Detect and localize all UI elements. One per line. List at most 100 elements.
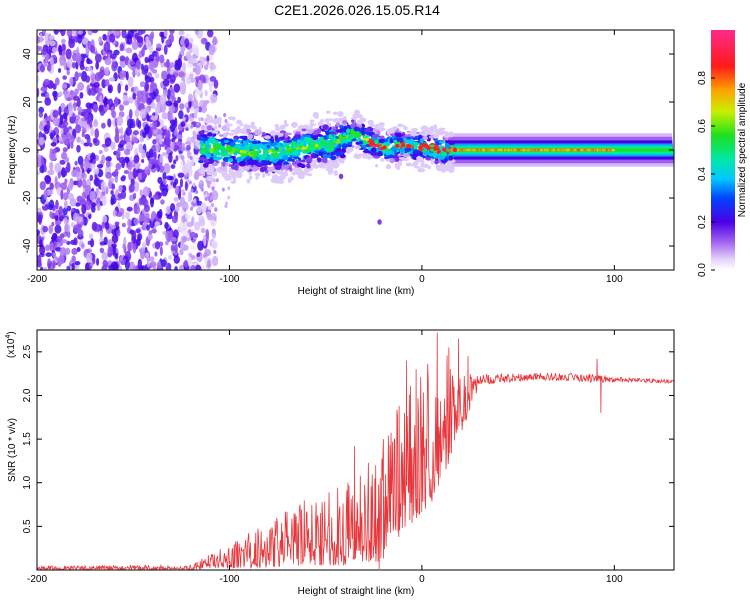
noise-blob [176, 134, 183, 140]
signal-blob [327, 146, 335, 153]
noise-blob [171, 215, 178, 224]
signal-blob [199, 148, 206, 155]
noise-blob [98, 36, 103, 43]
noise-blob [166, 214, 173, 220]
noise-blob [174, 117, 178, 128]
noise-blob [182, 117, 186, 122]
noise-blob [115, 148, 121, 159]
signal-blob [211, 129, 219, 135]
signal-blob [292, 156, 300, 160]
noise-blob [194, 134, 198, 139]
signal-blob [434, 160, 439, 165]
noise-blob [117, 143, 124, 149]
noise-blob [211, 242, 218, 250]
noise-blob [119, 55, 126, 62]
noise-blob [207, 205, 213, 211]
noise-blob [92, 159, 97, 165]
noise-blob [49, 151, 56, 162]
noise-blob [170, 164, 176, 169]
signal-blob [226, 121, 230, 126]
noise-blob [37, 214, 43, 224]
noise-blob [99, 230, 103, 238]
noise-blob [170, 142, 175, 150]
snr-y-label: SNR (10 * v/v) [7, 418, 18, 482]
noise-blob [71, 169, 78, 178]
noise-blob [173, 159, 177, 165]
signal-blob [287, 177, 292, 184]
signal-blob [354, 132, 362, 138]
signal-blob [243, 148, 251, 151]
noise-blob [93, 178, 99, 186]
noise-blob [214, 207, 218, 212]
signal-blob [284, 133, 289, 139]
noise-blob [195, 190, 199, 195]
noise-blob [200, 228, 207, 234]
noise-blob [189, 245, 196, 250]
noise-blob [155, 109, 159, 120]
noise-blob [195, 139, 201, 148]
noise-blob [108, 177, 115, 183]
noise-blob [159, 136, 163, 145]
signal-blob [414, 141, 419, 147]
signal-blob [229, 164, 234, 167]
signal-blob [221, 171, 228, 178]
noise-blob [52, 46, 57, 54]
noise-blob [141, 47, 145, 57]
signal-blob [322, 164, 328, 167]
noise-blob [133, 205, 141, 215]
signal-blob [394, 152, 398, 159]
noise-blob [181, 35, 186, 45]
signal-blob [414, 165, 421, 169]
noise-blob [135, 228, 141, 234]
noise-blob [52, 232, 58, 242]
signal-blob [207, 132, 213, 137]
noise-blob [54, 215, 59, 221]
signal-blob [244, 124, 251, 129]
noise-blob [105, 160, 111, 168]
noise-blob [110, 198, 115, 206]
signal-blob [398, 156, 406, 160]
signal-blob [238, 160, 247, 167]
signal-blob [271, 152, 280, 158]
signal-blob [289, 155, 294, 158]
noise-blob [74, 88, 80, 95]
noise-blob [73, 237, 78, 246]
signal-blob [262, 150, 269, 156]
signal-blob [405, 162, 412, 167]
noise-blob [93, 81, 100, 88]
noise-blob [135, 168, 143, 174]
noise-blob [125, 211, 130, 220]
signal-blob [396, 165, 401, 171]
signal-blob [311, 159, 318, 164]
signal-blob [327, 168, 332, 174]
noise-blob [88, 163, 96, 170]
signal-blob [333, 143, 339, 147]
noise-blob [182, 146, 186, 151]
noise-blob [149, 82, 154, 94]
signal-blob [233, 151, 238, 156]
noise-blob [116, 115, 124, 127]
noise-blob [194, 170, 199, 180]
noise-blob [206, 213, 213, 221]
noise-blob [165, 100, 173, 107]
noise-blob [48, 224, 54, 234]
colorbar-tick-label: 0.6 [697, 119, 708, 133]
signal-blob [342, 133, 347, 137]
noise-blob [218, 123, 222, 128]
noise-blob [200, 117, 204, 122]
noise-blob [178, 110, 184, 120]
signal-blob [271, 148, 276, 152]
noise-blob [132, 192, 137, 200]
y-tick-label: -20 [22, 190, 33, 205]
signal-blob [322, 124, 329, 131]
noise-blob [98, 104, 104, 112]
signal-blob [248, 133, 254, 140]
noise-blob [104, 221, 110, 230]
x-tick-label: 0 [419, 274, 425, 285]
noise-blob [174, 243, 178, 253]
noise-blob [119, 43, 125, 52]
signal-blob [239, 149, 243, 153]
colorbar-tick-label: 0.4 [697, 167, 708, 181]
noise-blob [170, 236, 177, 242]
noise-blob [124, 259, 130, 270]
